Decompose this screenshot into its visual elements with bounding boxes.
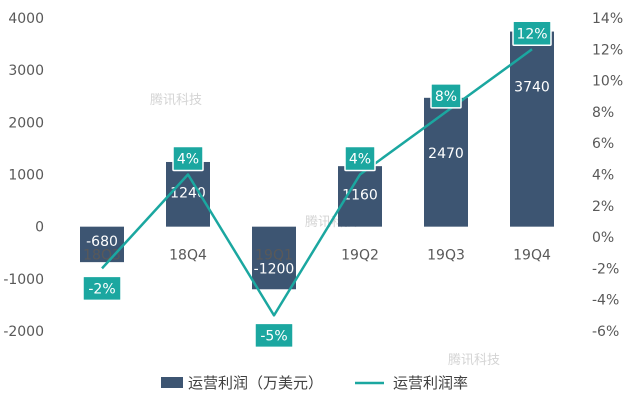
left-tick-label: 0 — [35, 220, 44, 236]
bar-value-label: -680 — [86, 234, 118, 250]
category-label: 19Q3 — [427, 248, 465, 264]
category-label: 19Q1 — [255, 248, 293, 264]
left-tick-label: -2000 — [3, 324, 44, 340]
bar-value-label: 3740 — [514, 80, 550, 96]
bar-series — [80, 31, 554, 290]
rate-label-box — [430, 83, 462, 109]
bar — [166, 161, 210, 227]
legend: 运营利润（万美元） 运营利润率 — [161, 374, 468, 392]
right-tick-label: 6% — [592, 136, 614, 152]
rate-label-box — [512, 20, 552, 47]
watermark: 腾讯科技 — [150, 92, 202, 108]
right-axis-ticks: -6% -4% -2% 0% 2% 4% 6% 8% 10% 12% 14% — [592, 11, 623, 340]
left-tick-label: 1000 — [8, 168, 44, 184]
right-tick-label: 14% — [592, 11, 623, 27]
bar-value-label: -1200 — [254, 261, 295, 277]
rate-label-box — [344, 145, 376, 172]
right-tick-label: 12% — [592, 42, 623, 58]
right-tick-label: -4% — [592, 293, 619, 309]
category-label: 19Q4 — [513, 248, 551, 264]
left-tick-label: 3000 — [8, 63, 44, 79]
bar — [424, 97, 468, 227]
legend-bar-label: 运营利润（万美元） — [188, 374, 323, 392]
rate-label-box — [172, 145, 204, 172]
rate-value-label: 12% — [516, 26, 547, 42]
rate-value-label: 4% — [177, 152, 199, 168]
right-tick-label: 4% — [592, 168, 614, 184]
rate-label-box — [82, 275, 122, 302]
bar — [510, 31, 554, 227]
watermark: 腾讯科技 — [448, 352, 500, 368]
rate-value-label: -2% — [88, 281, 115, 297]
left-tick-label: 4000 — [8, 11, 44, 27]
bar-value-label: 2470 — [428, 146, 464, 162]
right-tick-label: -6% — [592, 324, 619, 340]
right-tick-label: 8% — [592, 105, 614, 121]
right-tick-label: 0% — [592, 230, 614, 246]
rate-value-label: -5% — [260, 328, 287, 344]
legend-line-label: 运营利润率 — [393, 374, 468, 392]
category-label: 19Q2 — [341, 248, 379, 264]
rate-data-labels: -2% 4% -5% 4% 8% 12% — [82, 20, 552, 349]
left-tick-label: 2000 — [8, 115, 44, 131]
bar — [80, 226, 124, 263]
legend-bar-swatch — [161, 377, 183, 388]
right-tick-label: 2% — [592, 199, 614, 215]
category-label: 18Q4 — [169, 248, 207, 264]
left-axis-ticks: -2000 -1000 0 1000 2000 3000 4000 — [3, 11, 44, 340]
rate-value-label: 8% — [435, 89, 457, 105]
right-tick-label: -2% — [592, 261, 619, 277]
right-tick-label: 10% — [592, 74, 623, 90]
rate-value-label: 4% — [349, 152, 371, 168]
category-labels: 18Q3 18Q4 19Q1 19Q2 19Q3 19Q4 — [83, 248, 551, 264]
left-tick-label: -1000 — [3, 272, 44, 288]
bar — [252, 226, 296, 290]
rate-label-box — [254, 322, 294, 349]
